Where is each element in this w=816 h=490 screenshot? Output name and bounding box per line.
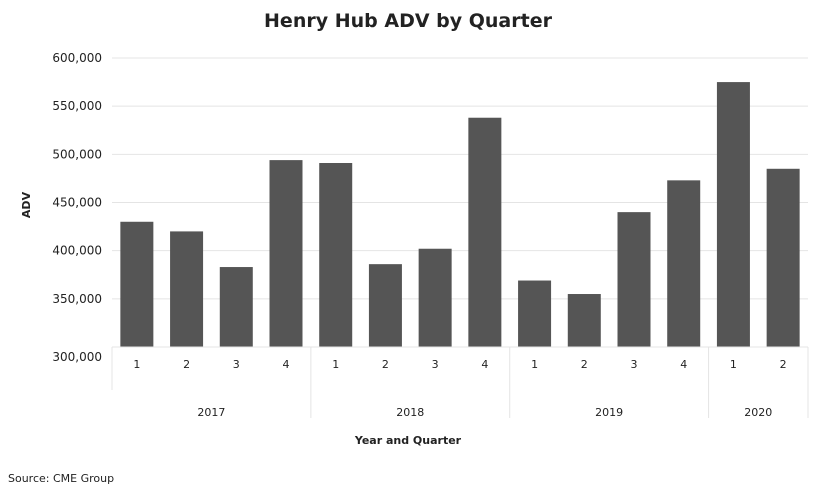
bar-2020-q2 xyxy=(766,168,800,347)
quarter-label: 2 xyxy=(382,358,389,371)
quarter-label: 1 xyxy=(332,358,339,371)
gridlines xyxy=(112,57,808,300)
bar-2020-q1 xyxy=(716,82,750,347)
year-label: 2018 xyxy=(396,406,424,419)
bar-2017-q3 xyxy=(219,267,253,347)
y-tick-label: 300,000 xyxy=(52,350,102,364)
quarter-label: 2 xyxy=(581,358,588,371)
y-tick-label: 500,000 xyxy=(52,147,102,161)
bar-2017-q2 xyxy=(170,231,204,347)
bar-2019-q1 xyxy=(518,280,552,347)
bar-2018-q3 xyxy=(418,248,452,347)
y-tick-label: 400,000 xyxy=(52,244,102,258)
quarter-label: 1 xyxy=(730,358,737,371)
quarter-label: 4 xyxy=(680,358,687,371)
y-axis-ticks: 300,000 350,000 400,000 450,000 500,000 550,0… xyxy=(52,51,102,364)
y-axis-label: ADV xyxy=(20,191,33,218)
bars xyxy=(120,82,800,347)
y-tick-label: 600,000 xyxy=(52,51,102,65)
bar-2018-q1 xyxy=(319,163,353,347)
quarter-label: 3 xyxy=(233,358,240,371)
year-label: 2019 xyxy=(595,406,623,419)
bar-2017-q1 xyxy=(120,221,154,347)
chart-title: Henry Hub ADV by Quarter xyxy=(264,10,553,32)
bar-2019-q4 xyxy=(667,180,701,347)
quarter-label: 4 xyxy=(481,358,488,371)
bar-2018-q4 xyxy=(468,117,502,347)
quarter-label: 3 xyxy=(432,358,439,371)
x-axis: 1 2 3 4 2017 1 2 3 4 2018 1 2 3 4 2019 1 2 2020 xyxy=(111,346,809,419)
quarter-label: 4 xyxy=(283,358,290,371)
quarter-label: 2 xyxy=(780,358,787,371)
bar-2019-q3 xyxy=(617,212,651,347)
quarter-label: 2 xyxy=(183,358,190,371)
quarter-label: 3 xyxy=(631,358,638,371)
x-axis-label: Year and Quarter xyxy=(354,434,462,447)
y-tick-label: 350,000 xyxy=(52,292,102,306)
quarter-label: 1 xyxy=(133,358,140,371)
y-tick-label: 550,000 xyxy=(52,99,102,113)
y-tick-label: 450,000 xyxy=(52,196,102,210)
year-label: 2020 xyxy=(744,406,772,419)
source-note: Source: CME Group xyxy=(8,472,114,485)
bar-2017-q4 xyxy=(269,160,303,347)
quarter-label: 1 xyxy=(531,358,538,371)
bar-2019-q2 xyxy=(567,294,601,347)
bar-2018-q2 xyxy=(368,264,402,347)
year-label: 2017 xyxy=(197,406,225,419)
